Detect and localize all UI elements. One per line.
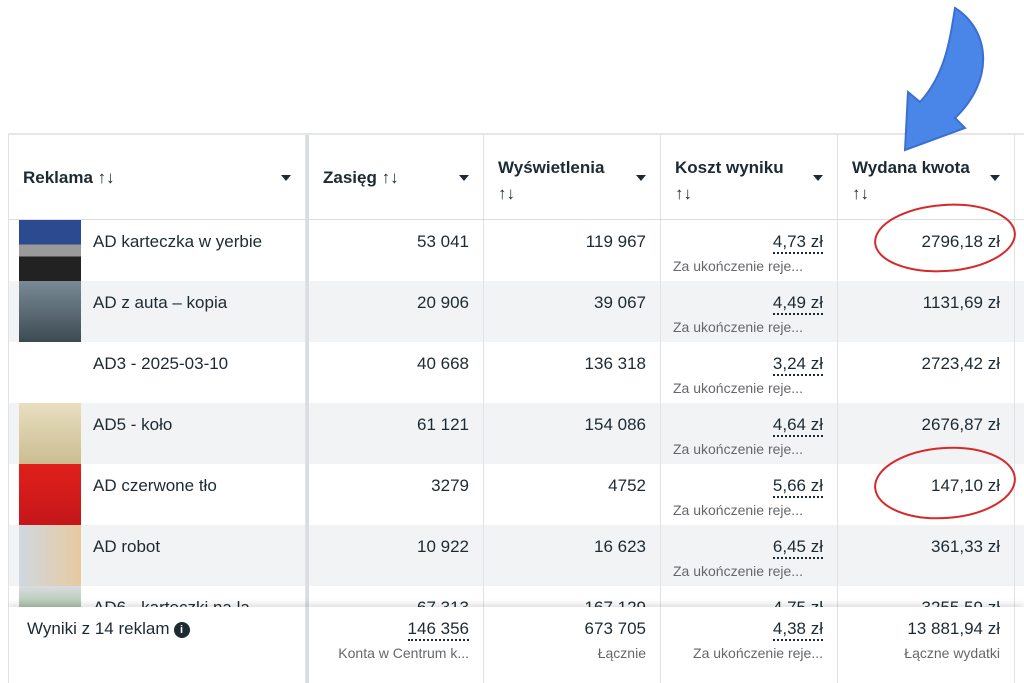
header-label: Wydana kwota	[852, 158, 970, 177]
cost-result-type: Za ukończenie reje...	[673, 258, 803, 274]
total-cost[interactable]: 4,38 zł	[772, 619, 823, 641]
header-label: Wyświetlenia	[498, 158, 605, 177]
table-row[interactable]: AD karteczka w yerbie 53 041 119 967 4,7…	[8, 220, 1024, 281]
total-reach-sub: Konta w Centrum k...	[338, 645, 469, 661]
table-header: Reklama ↑↓ Zasięg ↑↓ Wyświetlenia ↑↓ Kosz…	[8, 135, 1024, 220]
total-impressions-sub: Łącznie	[597, 645, 646, 661]
amount-spent: 1131,69 zł	[922, 293, 1000, 312]
impressions-value: 154 086	[584, 415, 646, 434]
ad-thumbnail[interactable]	[19, 220, 81, 281]
cost-per-result[interactable]: 4,49 zł	[772, 293, 823, 315]
sort-icon[interactable]: ↑↓	[97, 168, 115, 187]
cost-result-type: Za ukończenie reje...	[673, 380, 803, 396]
total-spent: 13 881,94 zł	[907, 619, 1000, 638]
header-label: Reklama	[23, 168, 93, 187]
column-header-koszt-wyniku[interactable]: Koszt wyniku ↑↓	[661, 135, 838, 219]
cost-per-result[interactable]: 3,24 zł	[772, 354, 823, 376]
total-cost-sub: Za ukończenie reje...	[693, 645, 823, 661]
reach-value: 20 906	[417, 293, 469, 312]
ad-name[interactable]: AD3 - 2025-03-10	[93, 354, 229, 373]
ads-table: Reklama ↑↓ Zasięg ↑↓ Wyświetlenia ↑↓ Kosz…	[8, 133, 1024, 683]
dropdown-caret-icon[interactable]	[459, 175, 469, 181]
sort-icon[interactable]: ↑↓	[381, 168, 399, 187]
amount-spent: 2676,87 zł	[921, 415, 1000, 434]
table-row[interactable]: AD czerwone tło 3279 4752 5,66 zł Za ukoń…	[8, 464, 1024, 525]
dropdown-caret-icon[interactable]	[813, 175, 823, 181]
table-row[interactable]: AD3 - 2025-03-10 40 668 136 318 3,24 zł Z…	[8, 342, 1024, 403]
info-icon[interactable]: i	[173, 622, 190, 638]
header-label: Koszt wyniku	[675, 158, 784, 177]
total-reach[interactable]: 146 356	[407, 619, 469, 641]
cost-result-type: Za ukończenie reje...	[673, 563, 803, 579]
dropdown-caret-icon[interactable]	[636, 175, 646, 181]
column-header-zasieg[interactable]: Zasięg ↑↓	[306, 135, 484, 219]
cost-per-result[interactable]: 6,45 zł	[772, 537, 823, 559]
ad-name[interactable]: AD karteczka w yerbie	[93, 232, 263, 251]
cost-per-result[interactable]: 4,64 zł	[772, 415, 823, 437]
cost-per-result[interactable]: 5,66 zł	[772, 476, 823, 498]
total-impressions: 673 705	[584, 619, 646, 638]
ad-name[interactable]: AD robot	[93, 537, 161, 556]
reach-value: 3279	[431, 476, 469, 495]
ad-name[interactable]: AD czerwone tło	[93, 476, 217, 495]
table-row[interactable]: AD z auta – kopia 20 906 39 067 4,49 zł Z…	[8, 281, 1024, 342]
table-row[interactable]: AD5 - koło 61 121 154 086 4,64 zł Za ukoń…	[8, 403, 1024, 464]
impressions-value: 4752	[608, 476, 646, 495]
reach-value: 53 041	[417, 232, 469, 251]
header-label: Zasięg	[323, 168, 377, 187]
ad-thumbnail[interactable]	[19, 403, 81, 464]
sort-icon[interactable]: ↑↓	[498, 184, 515, 203]
impressions-value: 39 067	[594, 293, 646, 312]
dropdown-caret-icon[interactable]	[281, 175, 291, 181]
total-spent-sub: Łączne wydatki	[904, 645, 1000, 661]
impressions-value: 16 623	[594, 537, 646, 556]
reach-value: 40 668	[417, 354, 469, 373]
table-row[interactable]: AD robot 10 922 16 623 6,45 zł Za ukończe…	[8, 525, 1024, 586]
reach-value: 10 922	[417, 537, 469, 556]
ad-thumbnail[interactable]	[19, 342, 81, 403]
table-footer-summary: Wyniki z 14 reklam i 146 356 Konta w Centr…	[8, 607, 1024, 683]
column-header-reklama[interactable]: Reklama ↑↓	[8, 135, 306, 219]
ad-thumbnail[interactable]	[19, 281, 81, 342]
impressions-value: 136 318	[584, 354, 646, 373]
amount-spent: 147,10 zł	[931, 476, 1000, 495]
cost-result-type: Za ukończenie reje...	[673, 441, 803, 457]
sort-icon[interactable]: ↑↓	[852, 184, 869, 203]
sort-icon[interactable]: ↑↓	[675, 184, 692, 203]
ad-name[interactable]: AD5 - koło	[93, 415, 173, 434]
column-header-wydana-kwota[interactable]: Wydana kwota ↑↓	[838, 135, 1015, 219]
ad-thumbnail[interactable]	[19, 464, 81, 525]
reach-value: 61 121	[417, 415, 469, 434]
cost-result-type: Za ukończenie reje...	[673, 319, 803, 335]
arrow-pointer-icon	[903, 6, 985, 152]
cost-per-result[interactable]: 4,73 zł	[772, 232, 823, 254]
ad-thumbnail[interactable]	[19, 525, 81, 586]
amount-spent: 361,33 zł	[931, 537, 1000, 556]
amount-spent: 2796,18 zł	[921, 232, 1000, 251]
impressions-value: 119 967	[585, 232, 646, 251]
cost-result-type: Za ukończenie reje...	[673, 502, 803, 518]
column-header-wyswietlenia[interactable]: Wyświetlenia ↑↓	[484, 135, 661, 219]
dropdown-caret-icon[interactable]	[990, 175, 1000, 181]
ad-name[interactable]: AD z auta – kopia	[93, 293, 228, 312]
results-count: Wyniki z 14 reklam	[27, 619, 170, 638]
amount-spent: 2723,42 zł	[921, 354, 1000, 373]
